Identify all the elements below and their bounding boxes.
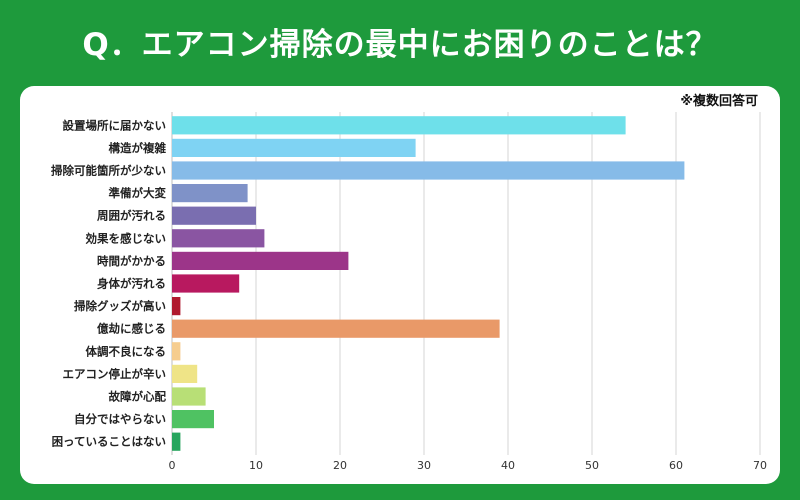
bar xyxy=(172,297,181,316)
bar xyxy=(172,410,214,429)
bar xyxy=(172,432,181,451)
bar xyxy=(172,251,349,270)
category-label: 億劫に感じる xyxy=(97,322,166,336)
category-label: エアコン停止が辛い xyxy=(63,367,167,381)
bar xyxy=(172,342,181,361)
bar xyxy=(172,387,206,406)
bar xyxy=(172,319,500,338)
bar xyxy=(172,184,248,203)
x-tick-label: 20 xyxy=(333,459,347,472)
category-label: 掃除可能箇所が少ない xyxy=(51,164,166,178)
bar xyxy=(172,364,198,383)
x-tick-label: 10 xyxy=(249,459,263,472)
category-label: 体調不良になる xyxy=(86,344,167,358)
category-label: 困っていることはない xyxy=(52,435,166,449)
bar-chart: 0 10 20 30 40 50 60 70 設置場所に届かない構造が複雑掃除可能箇所が少ない準… xyxy=(51,112,767,472)
chart-panel: ※複数回答可 0 10 20 30 40 50 60 70 設置場所に届かない構造が複雑掃除可能… xyxy=(20,86,780,484)
category-label: 構造が複雑 xyxy=(109,141,167,155)
category-label: 掃除グッズが高い xyxy=(74,299,166,313)
bar xyxy=(172,138,416,157)
category-label: 時間がかかる xyxy=(97,254,166,268)
category-label: 自分ではやらない xyxy=(74,412,166,426)
category-label: 準備が大変 xyxy=(109,186,167,200)
category-label: 設置場所に届かない xyxy=(63,118,167,132)
bar xyxy=(172,161,685,180)
bar xyxy=(172,229,265,248)
category-label: 故障が心配 xyxy=(109,390,167,404)
bar xyxy=(172,274,240,293)
category-label: 身体が汚れる xyxy=(97,277,166,291)
x-tick-label: 0 xyxy=(169,459,176,472)
bar xyxy=(172,206,256,225)
x-tick-label: 30 xyxy=(417,459,431,472)
bar xyxy=(172,116,626,135)
multiple-answers-note: ※複数回答可 xyxy=(680,94,758,109)
x-tick-label: 40 xyxy=(501,459,515,472)
x-tick-label: 70 xyxy=(753,459,767,472)
page-title: Q．エアコン掃除の最中にお困りのことは？ xyxy=(82,26,718,63)
x-tick-label: 50 xyxy=(585,459,599,472)
x-tick-label: 60 xyxy=(669,459,683,472)
category-label: 周囲が汚れる xyxy=(97,209,166,223)
category-label: 効果を感じない xyxy=(86,231,167,245)
